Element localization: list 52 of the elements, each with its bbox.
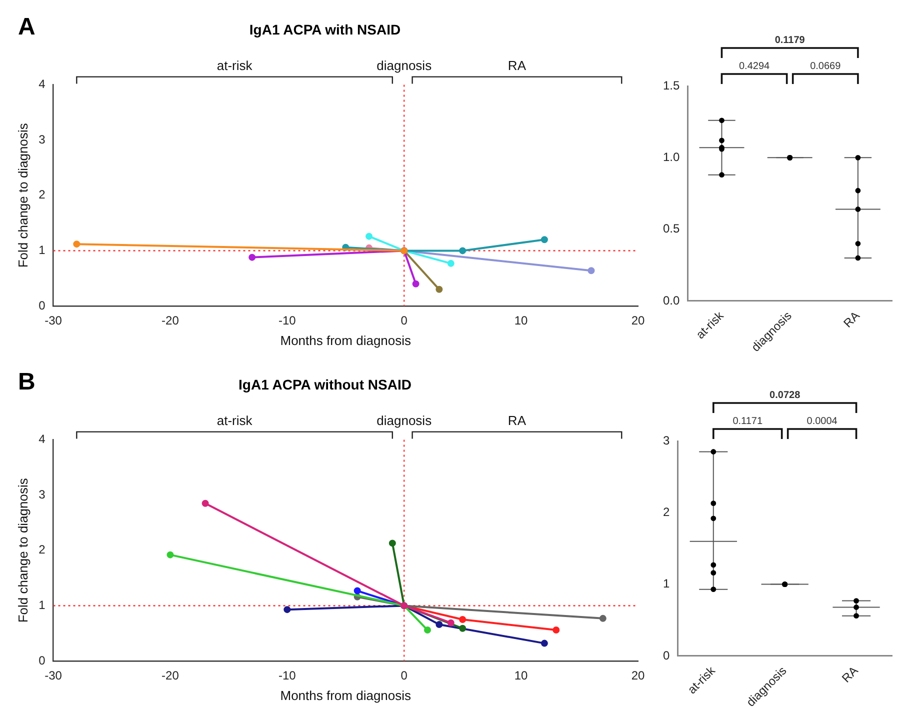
text: RA <box>508 58 526 73</box>
y-tick-label: 1 <box>38 598 46 612</box>
y-axis-title: Fold change to diagnosis <box>15 122 30 268</box>
x-tick-label: 0 <box>400 314 408 328</box>
x-tick-label: -30 <box>44 314 62 328</box>
y-tick-label: 4 <box>38 77 46 92</box>
x-tick-label: 10 <box>514 668 528 683</box>
y-tick-label: 3 <box>38 487 46 502</box>
y-tick-label: 1 <box>38 243 46 258</box>
x-tick-label: -20 <box>162 314 180 328</box>
x-tick-label: 10 <box>514 314 528 328</box>
x-tick-label: -30 <box>44 668 62 683</box>
x-tick-label: -10 <box>278 314 296 328</box>
text: 0.0669 <box>810 60 842 72</box>
x-tick-label: -10 <box>278 668 296 683</box>
y-tick-label: 3 <box>662 433 670 448</box>
y-tick-label: 2 <box>38 188 46 202</box>
y-tick-label: 0 <box>662 648 670 662</box>
y-tick-label: 1.0 <box>662 150 680 164</box>
text: 0.1179 <box>774 34 806 46</box>
x-tick-label: RA <box>839 664 861 686</box>
text: diagnosis <box>376 412 432 428</box>
y-axis-title: Fold change to diagnosis <box>15 478 30 623</box>
x-tick-label: 20 <box>631 314 645 328</box>
x-tick-label: -20 <box>162 668 180 683</box>
x-tick-label: 0 <box>400 668 408 683</box>
y-tick-label: 2 <box>662 504 670 519</box>
y-tick-label: 1.5 <box>662 78 680 92</box>
text: 0.4294 <box>738 60 770 72</box>
text: at-risk <box>216 412 253 428</box>
text: 0.0728 <box>770 390 801 401</box>
text: A <box>18 14 36 41</box>
y-tick-label: 0.5 <box>662 222 680 236</box>
y-tick-label: 1 <box>662 576 670 591</box>
x-tick-label: RA <box>840 308 862 330</box>
text: at-risk <box>216 58 253 73</box>
text: diagnosis <box>376 58 432 73</box>
chart-title: IgA1 ACPA with NSAID <box>249 21 401 38</box>
y-tick-label: 0.0 <box>662 293 680 308</box>
text: B <box>18 368 36 396</box>
y-tick-label: 3 <box>38 132 46 146</box>
chart-title: IgA1 ACPA without NSAID <box>238 376 412 392</box>
text: RA <box>508 412 526 428</box>
y-tick-label: 0 <box>38 653 46 668</box>
text: 0.0004 <box>806 416 838 427</box>
x-axis-title: Months from diagnosis <box>280 688 412 703</box>
x-tick-label: 20 <box>631 668 645 683</box>
x-axis-title: Months from diagnosis <box>280 332 412 348</box>
text: 0.1171 <box>732 416 763 427</box>
y-tick-label: 2 <box>38 542 46 557</box>
y-tick-label: 4 <box>38 432 46 446</box>
y-tick-label: 0 <box>38 298 46 312</box>
